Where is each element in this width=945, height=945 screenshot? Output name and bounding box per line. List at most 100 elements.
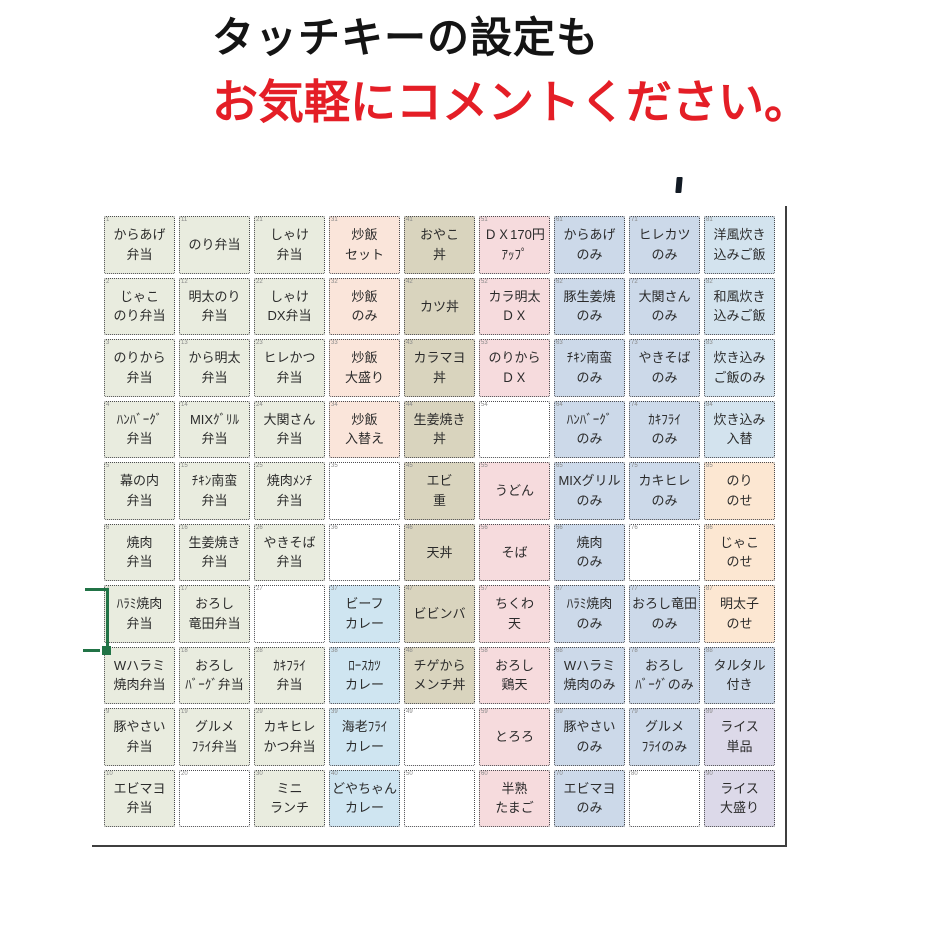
- touch-key[interactable]: 34 炒飯 入替え: [329, 400, 400, 458]
- touch-key[interactable]: 38 ﾛｰｽｶﾂ カレー: [329, 646, 400, 704]
- touch-key[interactable]: 57 ちくわ天: [479, 585, 550, 643]
- touch-key[interactable]: 13 から明太 弁当: [179, 339, 250, 397]
- touch-key[interactable]: 64 ﾊﾝﾊﾞｰｸﾞ のみ: [554, 400, 625, 458]
- key-label-line: 弁当: [126, 800, 153, 816]
- touch-key[interactable]: 28 ｶｷﾌﾗｲ 弁当: [254, 646, 325, 704]
- touch-key[interactable]: 90 ライス 大盛り: [704, 769, 775, 827]
- touch-key[interactable]: 11 のり弁当: [179, 216, 250, 274]
- touch-key[interactable]: 79 グルメ ﾌﾗｲのみ: [629, 708, 700, 766]
- touch-key[interactable]: 73 やきそば のみ: [629, 339, 700, 397]
- touch-key[interactable]: 16 生姜焼き 弁当: [179, 523, 250, 581]
- key-number: 75: [631, 463, 638, 469]
- touch-key[interactable]: 61 からあげ のみ: [554, 216, 625, 274]
- touch-key[interactable]: 4 ﾊﾝﾊﾞｰｸﾞ 弁当: [104, 400, 175, 458]
- touch-key[interactable]: 18 おろし ﾊﾞｰｸﾞ弁当: [179, 646, 250, 704]
- touch-key-empty[interactable]: 80: [629, 769, 700, 827]
- touch-key[interactable]: 48 チゲから メンチ丼: [404, 646, 475, 704]
- touch-key[interactable]: 77 おろし竜田 のみ: [629, 585, 700, 643]
- touch-key[interactable]: 59 とろろ: [479, 708, 550, 766]
- touch-key[interactable]: 63 ﾁｷﾝ南蛮 のみ: [554, 339, 625, 397]
- touch-key[interactable]: 33 炒飯 大盛り: [329, 339, 400, 397]
- touch-key[interactable]: 3 のりから 弁当: [104, 339, 175, 397]
- touch-key[interactable]: 26 やきそば 弁当: [254, 523, 325, 581]
- touch-key[interactable]: 58 おろし 鶏天: [479, 646, 550, 704]
- touch-key[interactable]: 68 Wハラミ 焼肉のみ: [554, 646, 625, 704]
- touch-key[interactable]: 1 からあげ 弁当: [104, 216, 175, 274]
- touch-key[interactable]: 10 エビマヨ 弁当: [104, 769, 175, 827]
- touch-key[interactable]: 82 和風炊き 込みご飯: [704, 277, 775, 335]
- touch-key[interactable]: 7ﾊﾗﾐ焼肉弁当: [104, 585, 175, 643]
- touch-key[interactable]: 55 うどん: [479, 462, 550, 520]
- touch-key[interactable]: 44 生姜焼き丼: [404, 400, 475, 458]
- touch-key[interactable]: 15 ﾁｷﾝ南蛮 弁当: [179, 462, 250, 520]
- touch-key[interactable]: 51 ＤＸ170円 ｱｯﾌﾟ: [479, 216, 550, 274]
- touch-key[interactable]: 37 ビーフ カレー: [329, 585, 400, 643]
- touch-key[interactable]: 85 のり のせ: [704, 462, 775, 520]
- key-number: 74: [631, 401, 638, 408]
- touch-key[interactable]: 65 MIXグリル のみ: [554, 462, 625, 520]
- touch-key[interactable]: 87 明太子 のせ: [704, 585, 775, 643]
- touch-key[interactable]: 66 焼肉 のみ: [554, 523, 625, 581]
- touch-key[interactable]: 43 カラマヨ丼: [404, 339, 475, 397]
- touch-key[interactable]: 41 おやこ丼: [404, 216, 475, 274]
- key-label-line: カラマヨ: [413, 350, 466, 366]
- key-label-line: 大盛り: [344, 369, 384, 385]
- touch-key[interactable]: 21 しゃけ 弁当: [254, 216, 325, 274]
- touch-key[interactable]: 40 どやちゃん カレー: [329, 769, 400, 827]
- touch-key[interactable]: 31 炒飯 セット: [329, 216, 400, 274]
- touch-key[interactable]: 39 海老ﾌﾗｲ カレー: [329, 708, 400, 766]
- touch-key[interactable]: 56 そば: [479, 523, 550, 581]
- touch-key[interactable]: 47 ビビンバ: [404, 585, 475, 643]
- key-label-line: 海老ﾌﾗｲ: [341, 719, 388, 735]
- touch-key[interactable]: 17 おろし 竜田弁当: [179, 585, 250, 643]
- touch-key[interactable]: 83 炊き込み ご飯のみ: [704, 339, 775, 397]
- touch-key[interactable]: 89 ライス 単品: [704, 708, 775, 766]
- touch-key[interactable]: 8Wハラミ焼肉弁当: [104, 646, 175, 704]
- selection-fill-handle[interactable]: [102, 646, 111, 655]
- touch-key[interactable]: 29 カキヒレ かつ弁当: [254, 708, 325, 766]
- touch-key[interactable]: 53 のりから ＤＸ: [479, 339, 550, 397]
- key-number: 34: [331, 401, 338, 408]
- touch-key[interactable]: 6 焼肉 弁当: [104, 523, 175, 581]
- touch-key-empty[interactable]: 36: [329, 523, 400, 581]
- touch-key-empty[interactable]: 20: [179, 769, 250, 827]
- touch-key[interactable]: 75 カキヒレ のみ: [629, 462, 700, 520]
- touch-key[interactable]: 60 半熟 たまご: [479, 769, 550, 827]
- touch-key[interactable]: 52 カラ明太 ＤＸ: [479, 277, 550, 335]
- touch-key[interactable]: 5 幕の内 弁当: [104, 462, 175, 520]
- touch-key[interactable]: 25 焼肉ﾒﾝﾁ 弁当: [254, 462, 325, 520]
- key-number: 60: [481, 770, 488, 777]
- touch-key[interactable]: 62 豚生姜焼 のみ: [554, 277, 625, 335]
- touch-key[interactable]: 84 炊き込み 入替: [704, 400, 775, 458]
- touch-key[interactable]: 67 ﾊﾗﾐ焼肉 のみ: [554, 585, 625, 643]
- touch-key[interactable]: 72 大関さん のみ: [629, 277, 700, 335]
- touch-key[interactable]: 71 ヒレカツ のみ: [629, 216, 700, 274]
- touch-key[interactable]: 74 ｶｷﾌﾗｲ のみ: [629, 400, 700, 458]
- touch-key[interactable]: 24 大関さん 弁当: [254, 400, 325, 458]
- touch-key-empty[interactable]: 49: [404, 708, 475, 766]
- touch-key[interactable]: 86 じゃこ のせ: [704, 523, 775, 581]
- touch-key[interactable]: 19 グルメ ﾌﾗｲ弁当: [179, 708, 250, 766]
- touch-key[interactable]: 12 明太のり 弁当: [179, 277, 250, 335]
- touch-key-empty[interactable]: 76: [629, 523, 700, 581]
- touch-key[interactable]: 78 おろし ﾊﾞｰｸﾞのみ: [629, 646, 700, 704]
- touch-key-empty[interactable]: 35: [329, 462, 400, 520]
- touch-key[interactable]: 14 MIXｸﾞﾘﾙ 弁当: [179, 400, 250, 458]
- touch-key[interactable]: 23 ヒレかつ 弁当: [254, 339, 325, 397]
- touch-key[interactable]: 45 エビ重: [404, 462, 475, 520]
- touch-key[interactable]: 2 じゃこ のり弁当: [104, 277, 175, 335]
- touch-key[interactable]: 70 エビマヨ のみ: [554, 769, 625, 827]
- touch-key[interactable]: 81 洋風炊き 込みご飯: [704, 216, 775, 274]
- touch-key-empty[interactable]: 54: [479, 400, 550, 458]
- touch-key[interactable]: 9 豚やさい 弁当: [104, 708, 175, 766]
- key-label-line: MIXｸﾞﾘﾙ: [189, 411, 240, 427]
- touch-key-empty[interactable]: 27: [254, 585, 325, 643]
- touch-key[interactable]: 22 しゃけ DX弁当: [254, 277, 325, 335]
- touch-key[interactable]: 69 豚やさい のみ: [554, 708, 625, 766]
- touch-key[interactable]: 46 天丼: [404, 523, 475, 581]
- touch-key-empty[interactable]: 50: [404, 769, 475, 827]
- touch-key[interactable]: 42 カツ丼: [404, 277, 475, 335]
- touch-key[interactable]: 30 ミニ ランチ: [254, 769, 325, 827]
- touch-key[interactable]: 32 炒飯 のみ: [329, 277, 400, 335]
- touch-key[interactable]: 88 タルタル 付き: [704, 646, 775, 704]
